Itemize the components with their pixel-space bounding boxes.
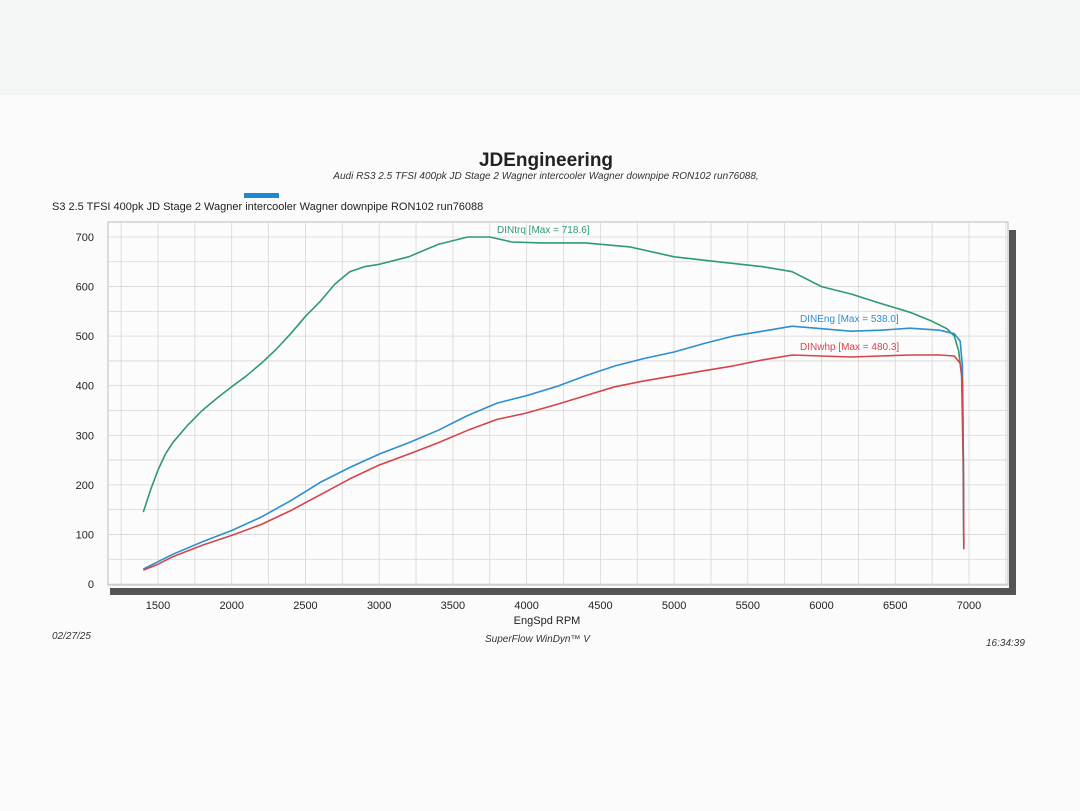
series-lines [142,236,965,571]
x-axis-label: EngSpd RPM [514,615,581,627]
series-annotation-dineng: DINEng [Max = 538.0] [800,314,899,325]
series-line-dintrq [142,236,965,547]
x-tick-label: 3000 [367,600,391,612]
x-tick-label: 4000 [514,600,538,612]
x-tick-label: 6000 [809,600,833,612]
legend-swatch [244,193,279,198]
plot-frame-shadow [107,221,1016,595]
x-tick-label: 5000 [662,600,686,612]
series-annotation-dinwhp: DINwhp [Max = 480.3] [800,342,899,353]
x-tick-label: 3500 [441,600,465,612]
series-line-dinwhp [143,354,965,571]
series-annotation-dintrq: DINtrq [Max = 718.6] [497,225,590,236]
x-tick-label: 4500 [588,600,612,612]
frame-shadow-bottom [110,588,1016,595]
run-label: S3 2.5 TFSI 400pk JD Stage 2 Wagner inte… [52,201,484,213]
frame-shadow-right [1009,230,1016,595]
x-tick-label: 7000 [957,600,981,612]
y-tick-label: 700 [76,232,94,244]
y-tick-label: 400 [76,381,94,393]
y-tick-label: 300 [76,430,94,442]
x-tick-label: 2000 [219,600,243,612]
x-tick-label: 1500 [146,600,170,612]
y-tick-label: 600 [76,282,94,294]
chart-subtitle: Audi RS3 2.5 TFSI 400pk JD Stage 2 Wagne… [333,171,759,182]
x-tick-label: 6500 [883,600,907,612]
x-tick-label: 2500 [293,600,317,612]
series-line-dineng [142,325,965,570]
software-label: SuperFlow WinDyn™ V [485,634,590,645]
chart-title: JDEngineering [478,150,614,171]
y-tick-label: 200 [76,480,94,492]
axis-labels: 1500 2000 2500 3000 3500 4000 4500 5000 5500 6000… [76,225,982,627]
y-tick-label: 0 [88,579,94,591]
x-tick-label: 5500 [736,600,760,612]
y-tick-label: 500 [76,331,94,343]
print-time: 16:34:39 [986,638,1025,649]
print-date: 02/27/25 [52,631,91,642]
y-tick-label: 100 [76,529,94,541]
